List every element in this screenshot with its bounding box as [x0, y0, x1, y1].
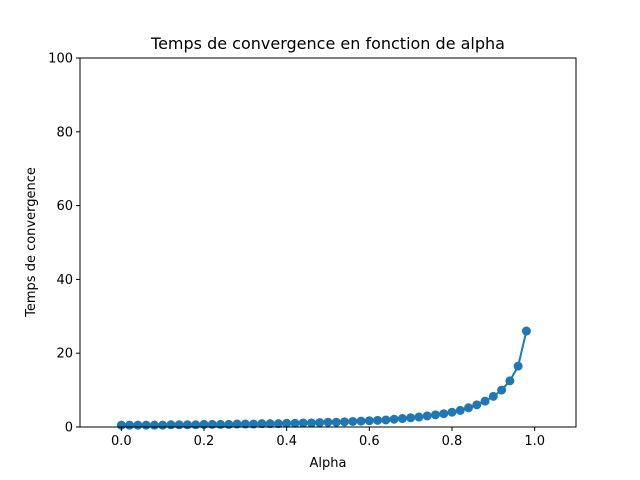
data-point [257, 419, 267, 429]
data-point [373, 415, 383, 425]
y-tick-label: 100 [48, 52, 73, 67]
data-point [497, 385, 507, 395]
data-point [149, 420, 159, 430]
data-point [521, 326, 531, 336]
data-point [488, 391, 498, 401]
x-tick-label: 0.0 [111, 434, 132, 449]
data-point [282, 418, 292, 428]
data-point [455, 405, 465, 415]
data-point [447, 407, 457, 417]
data-point [133, 420, 143, 430]
y-tick-label: 80 [56, 125, 73, 140]
data-point [331, 417, 341, 427]
y-tick-label: 20 [56, 347, 73, 362]
x-tick-label: 0.4 [276, 434, 297, 449]
x-tick-label: 0.8 [442, 434, 463, 449]
chart-title: Temps de convergence en fonction de alph… [150, 34, 505, 53]
data-point [323, 417, 333, 427]
data-point [290, 418, 300, 428]
x-axis-label: Alpha [310, 456, 347, 471]
y-tick-label: 60 [56, 199, 73, 214]
data-point [191, 420, 201, 430]
y-tick-label: 0 [65, 421, 73, 436]
data-point [265, 419, 275, 429]
data-point [158, 420, 168, 430]
y-tick-label: 40 [56, 273, 73, 288]
data-point [174, 420, 184, 430]
data-point [430, 410, 440, 420]
data-point [315, 418, 325, 428]
data-point [389, 414, 399, 424]
data-point [232, 419, 242, 429]
data-point [505, 376, 515, 386]
data-point [406, 413, 416, 423]
data-point [306, 418, 316, 428]
data-point [125, 420, 135, 430]
data-point [364, 416, 374, 426]
data-point [216, 419, 226, 429]
data-point [414, 412, 424, 422]
data-point [166, 420, 176, 430]
data-point [397, 414, 407, 424]
data-point [513, 361, 523, 371]
data-point [439, 409, 449, 419]
data-point [141, 420, 151, 430]
data-point [464, 403, 474, 413]
data-point [207, 419, 217, 429]
data-point [273, 419, 283, 429]
x-tick-label: 0.2 [194, 434, 215, 449]
axes-frame [79, 57, 577, 428]
data-point [340, 417, 350, 427]
data-point [472, 400, 482, 410]
data-point [298, 418, 308, 428]
data-point [480, 396, 490, 406]
data-point [356, 416, 366, 426]
y-axis-label: Temps de convergence [24, 167, 39, 318]
x-tick-label: 0.6 [359, 434, 380, 449]
data-point [348, 416, 358, 426]
data-point [249, 419, 259, 429]
data-point [422, 411, 432, 421]
data-point [182, 420, 192, 430]
data-point [224, 419, 234, 429]
data-point [240, 419, 250, 429]
data-point [381, 415, 391, 425]
plot-area: 0.0 0.2 0.4 0.6 0.8 1.0 0 20 40 60 80 100 [48, 52, 577, 449]
x-tick-label: 1.0 [524, 434, 545, 449]
